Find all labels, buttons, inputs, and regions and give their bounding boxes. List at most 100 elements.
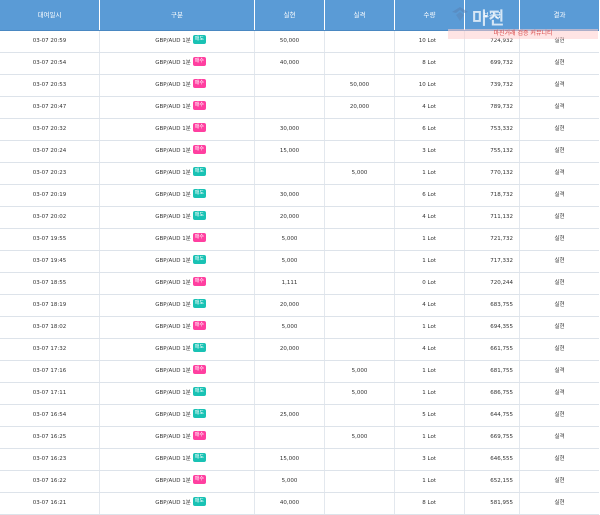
row-type: GBP/AUD 1분 매수: [100, 141, 255, 162]
row-date: 03-07 20:24: [0, 141, 100, 162]
row-result: 실현: [554, 126, 565, 132]
row-result: 실현: [554, 280, 565, 286]
row-result: 실현: [554, 456, 565, 462]
row-type: GBP/AUD 1분 매도: [100, 383, 255, 404]
row-balance: 581,955: [465, 493, 520, 514]
header-balance[interactable]: 보유금: [465, 0, 520, 30]
table-row[interactable]: 03-07 18:19 GBP/AUD 1분 매도 20,000 4 Lot 683,75…: [0, 295, 599, 317]
row-result: 실현: [554, 478, 565, 484]
table-row[interactable]: 03-07 16:54 GBP/AUD 1분 매도 25,000 5 Lot 644,75…: [0, 405, 599, 427]
table-row[interactable]: 03-07 17:11 GBP/AUD 1분 매도 5,000 1 Lot 686,755…: [0, 383, 599, 405]
row-loss: 5,000: [325, 163, 395, 184]
row-pair: GBP/AUD 1분: [155, 258, 191, 264]
row-loss: 50,000: [325, 75, 395, 96]
watermark-subtitle: 마진거래 검증 커뮤니티: [448, 29, 598, 39]
table-row[interactable]: 03-07 20:19 GBP/AUD 1분 매도 30,000 6 Lot 718,73…: [0, 185, 599, 207]
row-date: 03-07 17:32: [0, 339, 100, 360]
row-quantity: 3 Lot: [395, 141, 465, 162]
side-badge: 매수: [192, 123, 206, 132]
row-pair: GBP/AUD 1분: [155, 456, 191, 462]
table-row[interactable]: 03-07 18:55 GBP/AUD 1분 매수 1,111 0 Lot 720,244…: [0, 273, 599, 295]
table-row[interactable]: 03-07 17:16 GBP/AUD 1분 매수 5,000 1 Lot 681,755…: [0, 361, 599, 383]
table-row[interactable]: 03-07 20:02 GBP/AUD 1분 매도 20,000 4 Lot 711,13…: [0, 207, 599, 229]
row-profit: 5,000: [255, 229, 325, 250]
table-row[interactable]: 03-07 20:47 GBP/AUD 1분 매수 20,000 4 Lot 789,73…: [0, 97, 599, 119]
table-row[interactable]: 03-07 19:55 GBP/AUD 1분 매수 5,000 1 Lot 721,732…: [0, 229, 599, 251]
row-balance: 724,932: [465, 31, 520, 52]
table-row[interactable]: 03-07 16:22 GBP/AUD 1분 매수 5,000 1 Lot 652,155…: [0, 471, 599, 493]
table-row[interactable]: 03-07 20:24 GBP/AUD 1분 매수 15,000 3 Lot 755,13…: [0, 141, 599, 163]
row-pair: GBP/AUD 1분: [155, 434, 191, 440]
side-badge: 매수: [192, 233, 206, 242]
row-type: GBP/AUD 1분 매도: [100, 405, 255, 426]
row-loss: [325, 493, 395, 514]
header-profit[interactable]: 실현: [255, 0, 325, 30]
row-type: GBP/AUD 1분 매도: [100, 449, 255, 470]
row-quantity: 0 Lot: [395, 273, 465, 294]
row-profit: [255, 427, 325, 448]
row-loss: 5,000: [325, 383, 395, 404]
row-quantity: 1 Lot: [395, 251, 465, 272]
row-type: GBP/AUD 1분 매수: [100, 317, 255, 338]
row-type: GBP/AUD 1분 매수: [100, 427, 255, 448]
row-date: 03-07 18:19: [0, 295, 100, 316]
row-balance: 681,755: [465, 361, 520, 382]
row-profit: 40,000: [255, 493, 325, 514]
row-type: GBP/AUD 1분 매수: [100, 53, 255, 74]
row-quantity: 10 Lot: [395, 31, 465, 52]
row-balance: 669,755: [465, 427, 520, 448]
side-badge: 매수: [192, 365, 206, 374]
row-quantity: 1 Lot: [395, 229, 465, 250]
table-row[interactable]: 03-07 20:53 GBP/AUD 1분 매수 50,000 10 Lot 739,7…: [0, 75, 599, 97]
row-result: 실현: [554, 148, 565, 154]
row-loss: [325, 251, 395, 272]
row-date: 03-07 18:02: [0, 317, 100, 338]
row-pair: GBP/AUD 1분: [155, 324, 191, 330]
row-type: GBP/AUD 1분 매도: [100, 31, 255, 52]
header-result[interactable]: 결과: [553, 11, 566, 19]
row-balance: 789,732: [465, 97, 520, 118]
row-quantity: 4 Lot: [395, 339, 465, 360]
row-loss: 5,000: [325, 361, 395, 382]
row-balance: 711,132: [465, 207, 520, 228]
row-profit: 5,000: [255, 317, 325, 338]
row-result: 실현: [554, 324, 565, 330]
row-type: GBP/AUD 1분 매수: [100, 273, 255, 294]
table-row[interactable]: 03-07 19:45 GBP/AUD 1분 매도 5,000 1 Lot 717,332…: [0, 251, 599, 273]
header-type[interactable]: 구분: [100, 0, 255, 30]
row-quantity: 1 Lot: [395, 163, 465, 184]
table-row[interactable]: 03-07 20:23 GBP/AUD 1분 매도 5,000 1 Lot 770,132…: [0, 163, 599, 185]
row-balance: 739,732: [465, 75, 520, 96]
row-profit: [255, 361, 325, 382]
table-row[interactable]: 03-07 20:32 GBP/AUD 1분 매수 30,000 6 Lot 753,33…: [0, 119, 599, 141]
row-result: 실현: [554, 412, 565, 418]
header-date[interactable]: 대여일시: [0, 0, 100, 30]
row-balance: 755,132: [465, 141, 520, 162]
row-quantity: 1 Lot: [395, 427, 465, 448]
row-pair: GBP/AUD 1분: [155, 412, 191, 418]
table-row[interactable]: 03-07 17:32 GBP/AUD 1분 매도 20,000 4 Lot 661,75…: [0, 339, 599, 361]
table-row[interactable]: 03-07 16:25 GBP/AUD 1분 매수 5,000 1 Lot 669,755…: [0, 427, 599, 449]
side-badge: 매수: [192, 79, 206, 88]
side-badge: 매도: [192, 167, 206, 176]
row-loss: [325, 185, 395, 206]
table-row[interactable]: 03-07 18:02 GBP/AUD 1분 매수 5,000 1 Lot 694,355…: [0, 317, 599, 339]
row-type: GBP/AUD 1분 매도: [100, 295, 255, 316]
table-row[interactable]: 03-07 16:23 GBP/AUD 1분 매도 15,000 3 Lot 646,55…: [0, 449, 599, 471]
header-loss[interactable]: 실격: [325, 0, 395, 30]
row-balance: 770,132: [465, 163, 520, 184]
row-loss: [325, 207, 395, 228]
row-loss: [325, 317, 395, 338]
row-balance: 694,355: [465, 317, 520, 338]
header-quantity[interactable]: 수량: [395, 0, 465, 30]
row-balance: 646,555: [465, 449, 520, 470]
row-date: 03-07 20:23: [0, 163, 100, 184]
row-pair: GBP/AUD 1분: [155, 236, 191, 242]
row-balance: 652,155: [465, 471, 520, 492]
row-date: 03-07 16:25: [0, 427, 100, 448]
row-result: 실현: [554, 236, 565, 242]
table-row[interactable]: 03-07 16:21 GBP/AUD 1분 매도 40,000 8 Lot 581,95…: [0, 493, 599, 515]
table-row[interactable]: 03-07 20:54 GBP/AUD 1분 매수 40,000 8 Lot 699,73…: [0, 53, 599, 75]
side-badge: 매도: [192, 189, 206, 198]
table-row[interactable]: 03-07 20:59 GBP/AUD 1분 매도 50,000 10 Lot 724,9…: [0, 31, 599, 53]
